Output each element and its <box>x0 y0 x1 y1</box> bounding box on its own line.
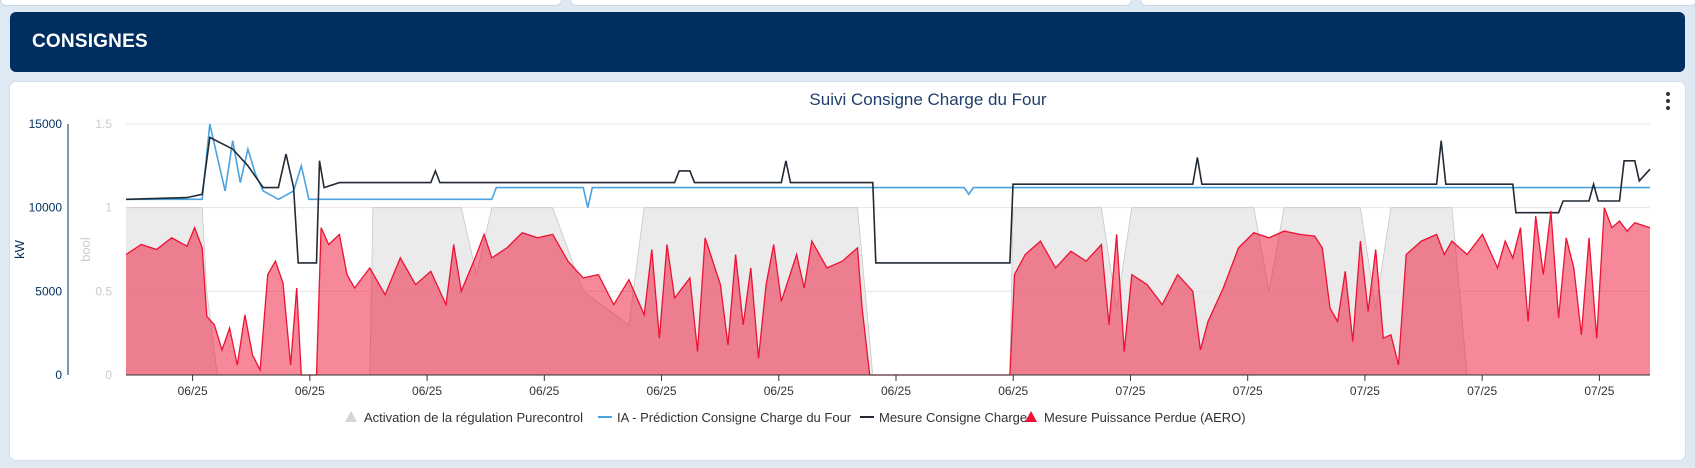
legend-marker-0 <box>345 411 357 422</box>
series-line-2 <box>125 136 1651 264</box>
x-tick-label: 06/25 <box>998 384 1028 398</box>
series-line-1 <box>126 123 1650 208</box>
legend-label-0: Activation de la régulation Purecontrol <box>364 410 583 425</box>
legend-label-2: Mesure Consigne Charge <box>879 410 1027 425</box>
top-card-strip <box>0 0 1695 8</box>
menu-dot <box>1666 106 1670 110</box>
x-tick-label: 07/25 <box>1350 384 1380 398</box>
y-tick-label-bool: 0.5 <box>95 284 112 298</box>
legend-label-1: IA - Prédiction Consigne Charge du Four <box>617 410 852 425</box>
series-line-3 <box>125 207 1651 376</box>
x-tick-label: 07/25 <box>1233 384 1263 398</box>
x-tick-label: 06/25 <box>647 384 677 398</box>
y-tick-label-kw: 15000 <box>29 117 63 131</box>
section-header: CONSIGNES <box>10 12 1685 72</box>
menu-dot <box>1666 92 1670 96</box>
x-tick-label: 06/25 <box>178 384 208 398</box>
y-tick-label-kw: 0 <box>55 368 62 382</box>
x-tick-label: 06/25 <box>529 384 559 398</box>
x-tick-label: 07/25 <box>1115 384 1145 398</box>
section-title: CONSIGNES <box>32 31 148 52</box>
y-tick-label-bool: 0 <box>105 368 112 382</box>
y-tick-label-kw: 5000 <box>35 284 62 298</box>
x-tick-label: 07/25 <box>1467 384 1497 398</box>
y-axis-title-kw: kW <box>12 239 27 259</box>
x-tick-label: 07/25 <box>1584 384 1614 398</box>
chart-card: Suivi Consigne Charge du Four 0 5000 10000 1… <box>10 82 1685 460</box>
top-card-right <box>1140 0 1695 6</box>
menu-dot <box>1666 99 1670 103</box>
series-area-3 <box>126 207 1650 375</box>
y-axis-title-bool: bool <box>78 237 93 262</box>
chart-menu-icon[interactable] <box>1663 92 1673 110</box>
top-card-left <box>0 0 562 6</box>
y-tick-label-kw: 10000 <box>29 201 63 215</box>
y-tick-label-bool: 1.5 <box>95 117 112 131</box>
x-tick-label: 06/25 <box>881 384 911 398</box>
chart-title: Suivi Consigne Charge du Four <box>809 90 1047 109</box>
x-tick-label: 06/25 <box>295 384 325 398</box>
x-tick-label: 06/25 <box>412 384 442 398</box>
y-tick-label-bool: 1 <box>105 201 112 215</box>
chart-svg: Suivi Consigne Charge du Four 0 5000 10000 1… <box>12 90 1651 425</box>
legend-label-3: Mesure Puissance Perdue (AERO) <box>1044 410 1246 425</box>
top-card-middle <box>570 0 1132 6</box>
x-tick-label: 06/25 <box>764 384 794 398</box>
legend-marker-3 <box>1025 411 1037 422</box>
